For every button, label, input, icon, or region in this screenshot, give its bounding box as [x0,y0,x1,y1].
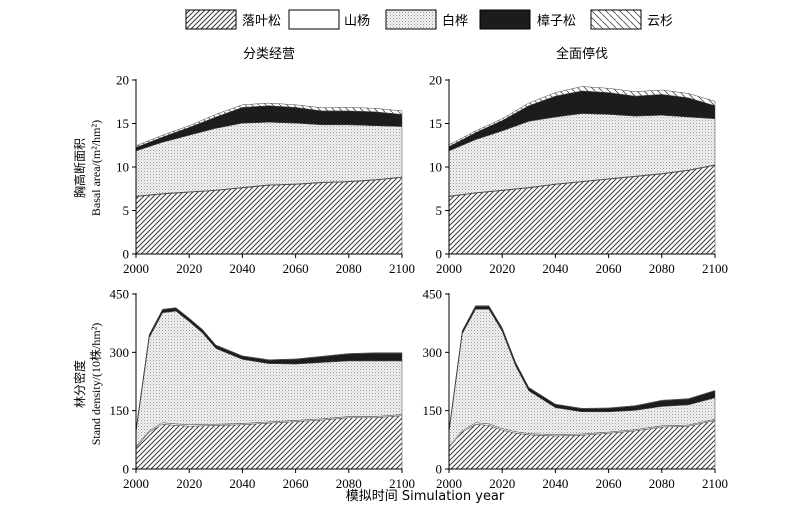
y-tick-label: 5 [436,203,443,218]
area-series-spruce [135,102,403,148]
x-tick-label: 2020 [489,476,515,491]
legend-label-scots-pine: 樟子松 [537,14,576,29]
y-tick-label: 0 [436,247,443,262]
y-tick-label: 20 [429,73,442,88]
area-series-spruce [448,86,716,148]
y-tick-label: 0 [123,462,130,477]
legend-swatch-birch [385,9,437,30]
legend-swatch-scots-pine [479,9,531,30]
y-tick-label: 10 [429,160,442,175]
y-tick-label: 15 [116,116,129,131]
legend-swatch-spruce [590,9,642,30]
area-series-spruce [135,307,403,431]
area-series-spruce [448,305,716,431]
y-axis-label-stand-density-cn: 林分密度 [72,360,87,408]
legend-swatch-larch [185,9,237,30]
y-axis-label-basal-area: 胸高断面积 Basal area/(m²/hm²) [72,120,103,216]
x-tick-label: 2000 [436,261,462,276]
y-tick-label: 150 [110,403,130,418]
panel-stand-density-logging-ban: 0 150 300 450 2000 2020 2040 2060 2080 2100 [423,287,729,492]
y-axis-label-basal-area-en: Basal area/(m²/hm²) [89,120,103,216]
x-tick-label: 2060 [283,476,309,491]
y-tick-label: 10 [116,160,129,175]
x-tick-label: 2100 [389,261,415,276]
x-tick-label: 2060 [596,261,622,276]
x-tick-label: 2060 [283,261,309,276]
x-tick-label: 2100 [702,261,728,276]
x-tick-label: 2000 [123,261,149,276]
x-tick-label: 2040 [542,261,568,276]
x-tick-label: 2060 [596,476,622,491]
panel-stand-density-management: 0 150 300 450 2000 2020 2040 2060 2080 2100 [110,287,416,492]
legend-item-larch: 落叶松 [185,9,281,30]
legend-swatch-aspen [288,9,340,30]
x-tick-label: 2040 [229,261,255,276]
y-tick-label: 450 [110,287,130,302]
y-tick-label: 150 [423,403,443,418]
x-tick-label: 2020 [489,261,515,276]
y-tick-label: 0 [436,462,443,477]
x-tick-label: 2020 [176,261,202,276]
x-tick-label: 2080 [649,261,675,276]
legend: 落叶松 山杨 白桦 樟子松 云杉 [185,9,673,30]
x-axis-label: 模拟时间 Simulation year [346,489,505,504]
y-tick-label: 5 [123,203,130,218]
legend-item-spruce: 云杉 [590,9,673,30]
x-tick-label: 2100 [702,476,728,491]
legend-item-aspen: 山杨 [288,9,370,30]
y-axis-label-stand-density: 林分密度 Stand density/(10株/hm²) [72,323,103,446]
panel-basal-area-logging-ban: 0 5 10 15 20 2000 2020 2040 2060 2080 2100 [429,73,728,277]
panel-title-logging-ban: 全面停伐 [556,46,608,62]
y-tick-label: 450 [423,287,443,302]
y-tick-label: 300 [423,345,443,360]
y-axis-label-basal-area-cn: 胸高断面积 [72,138,87,198]
x-tick-label: 2040 [542,476,568,491]
x-tick-label: 2000 [436,476,462,491]
legend-label-spruce: 云杉 [647,14,673,29]
y-tick-label: 300 [110,345,130,360]
y-tick-label: 0 [123,247,130,262]
legend-label-larch: 落叶松 [242,14,281,29]
x-tick-label: 2080 [649,476,675,491]
legend-item-birch: 白桦 [385,9,468,30]
legend-label-birch: 白桦 [442,13,468,29]
panel-title-management: 分类经营 [243,47,295,62]
panel-basal-area-management: 0 5 10 15 20 2000 2020 2040 2060 2080 2100 [116,73,415,277]
x-tick-label: 2000 [123,476,149,491]
y-axis-label-stand-density-en: Stand density/(10株/hm²) [88,323,103,446]
x-tick-label: 2080 [336,476,362,491]
legend-label-aspen: 山杨 [344,14,370,29]
x-tick-label: 2020 [176,476,202,491]
y-tick-label: 20 [116,73,129,88]
x-tick-label: 2100 [389,476,415,491]
x-tick-label: 2040 [229,476,255,491]
legend-item-scots-pine: 樟子松 [479,9,576,30]
y-tick-label: 15 [429,116,442,131]
x-tick-label: 2080 [336,261,362,276]
